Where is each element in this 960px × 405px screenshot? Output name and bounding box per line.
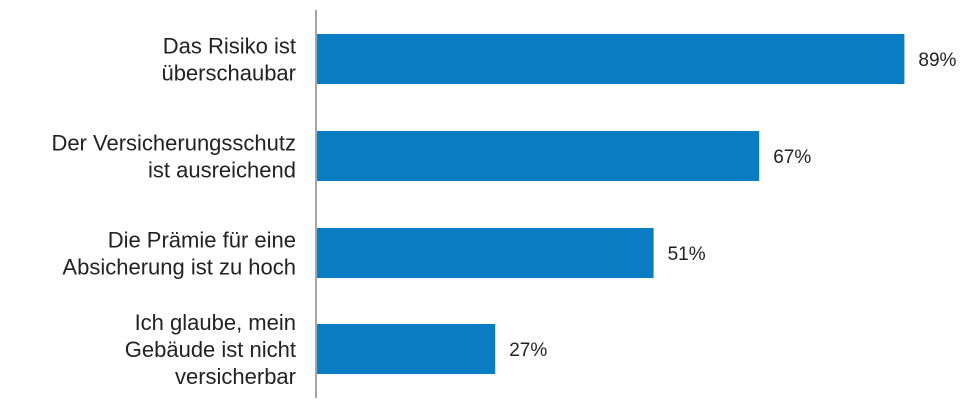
value-label-3: 51% [668, 244, 706, 265]
value-label-1: 89% [918, 50, 956, 71]
category-label-line: Ich glaube, mein [135, 310, 296, 335]
category-label-line: ist ausreichend [148, 158, 296, 183]
category-label-4: Ich glaube, mein Gebäude ist nicht versich… [125, 310, 296, 389]
category-label-2: Der Versicherungsschutz ist ausreichend [51, 131, 296, 183]
category-label-line: Der Versicherungsschutz [51, 131, 296, 156]
bar-2 [317, 131, 760, 181]
category-label-line: Das Risiko ist [163, 34, 296, 59]
category-label-line: überschaubar [161, 61, 296, 86]
bars-group [317, 34, 905, 374]
value-label-2: 67% [773, 147, 811, 168]
value-label-4: 27% [509, 340, 547, 361]
category-label-line: versicherbar [175, 364, 296, 389]
category-label-line: Gebäude ist nicht [125, 337, 296, 362]
category-labels-group: Das Risiko ist überschaubar Der Versicheru… [51, 34, 296, 390]
category-label-line: Absicherung ist zu hoch [62, 255, 296, 280]
category-label-line: Die Prämie für eine [108, 228, 296, 253]
bar-4 [317, 324, 496, 374]
bar-3 [317, 228, 654, 278]
bar-1 [317, 34, 905, 84]
value-labels-group: 89% 67% 51% 27% [509, 50, 956, 361]
category-label-1: Das Risiko ist überschaubar [161, 34, 296, 86]
category-label-3: Die Prämie für eine Absicherung ist zu ho… [62, 228, 296, 280]
